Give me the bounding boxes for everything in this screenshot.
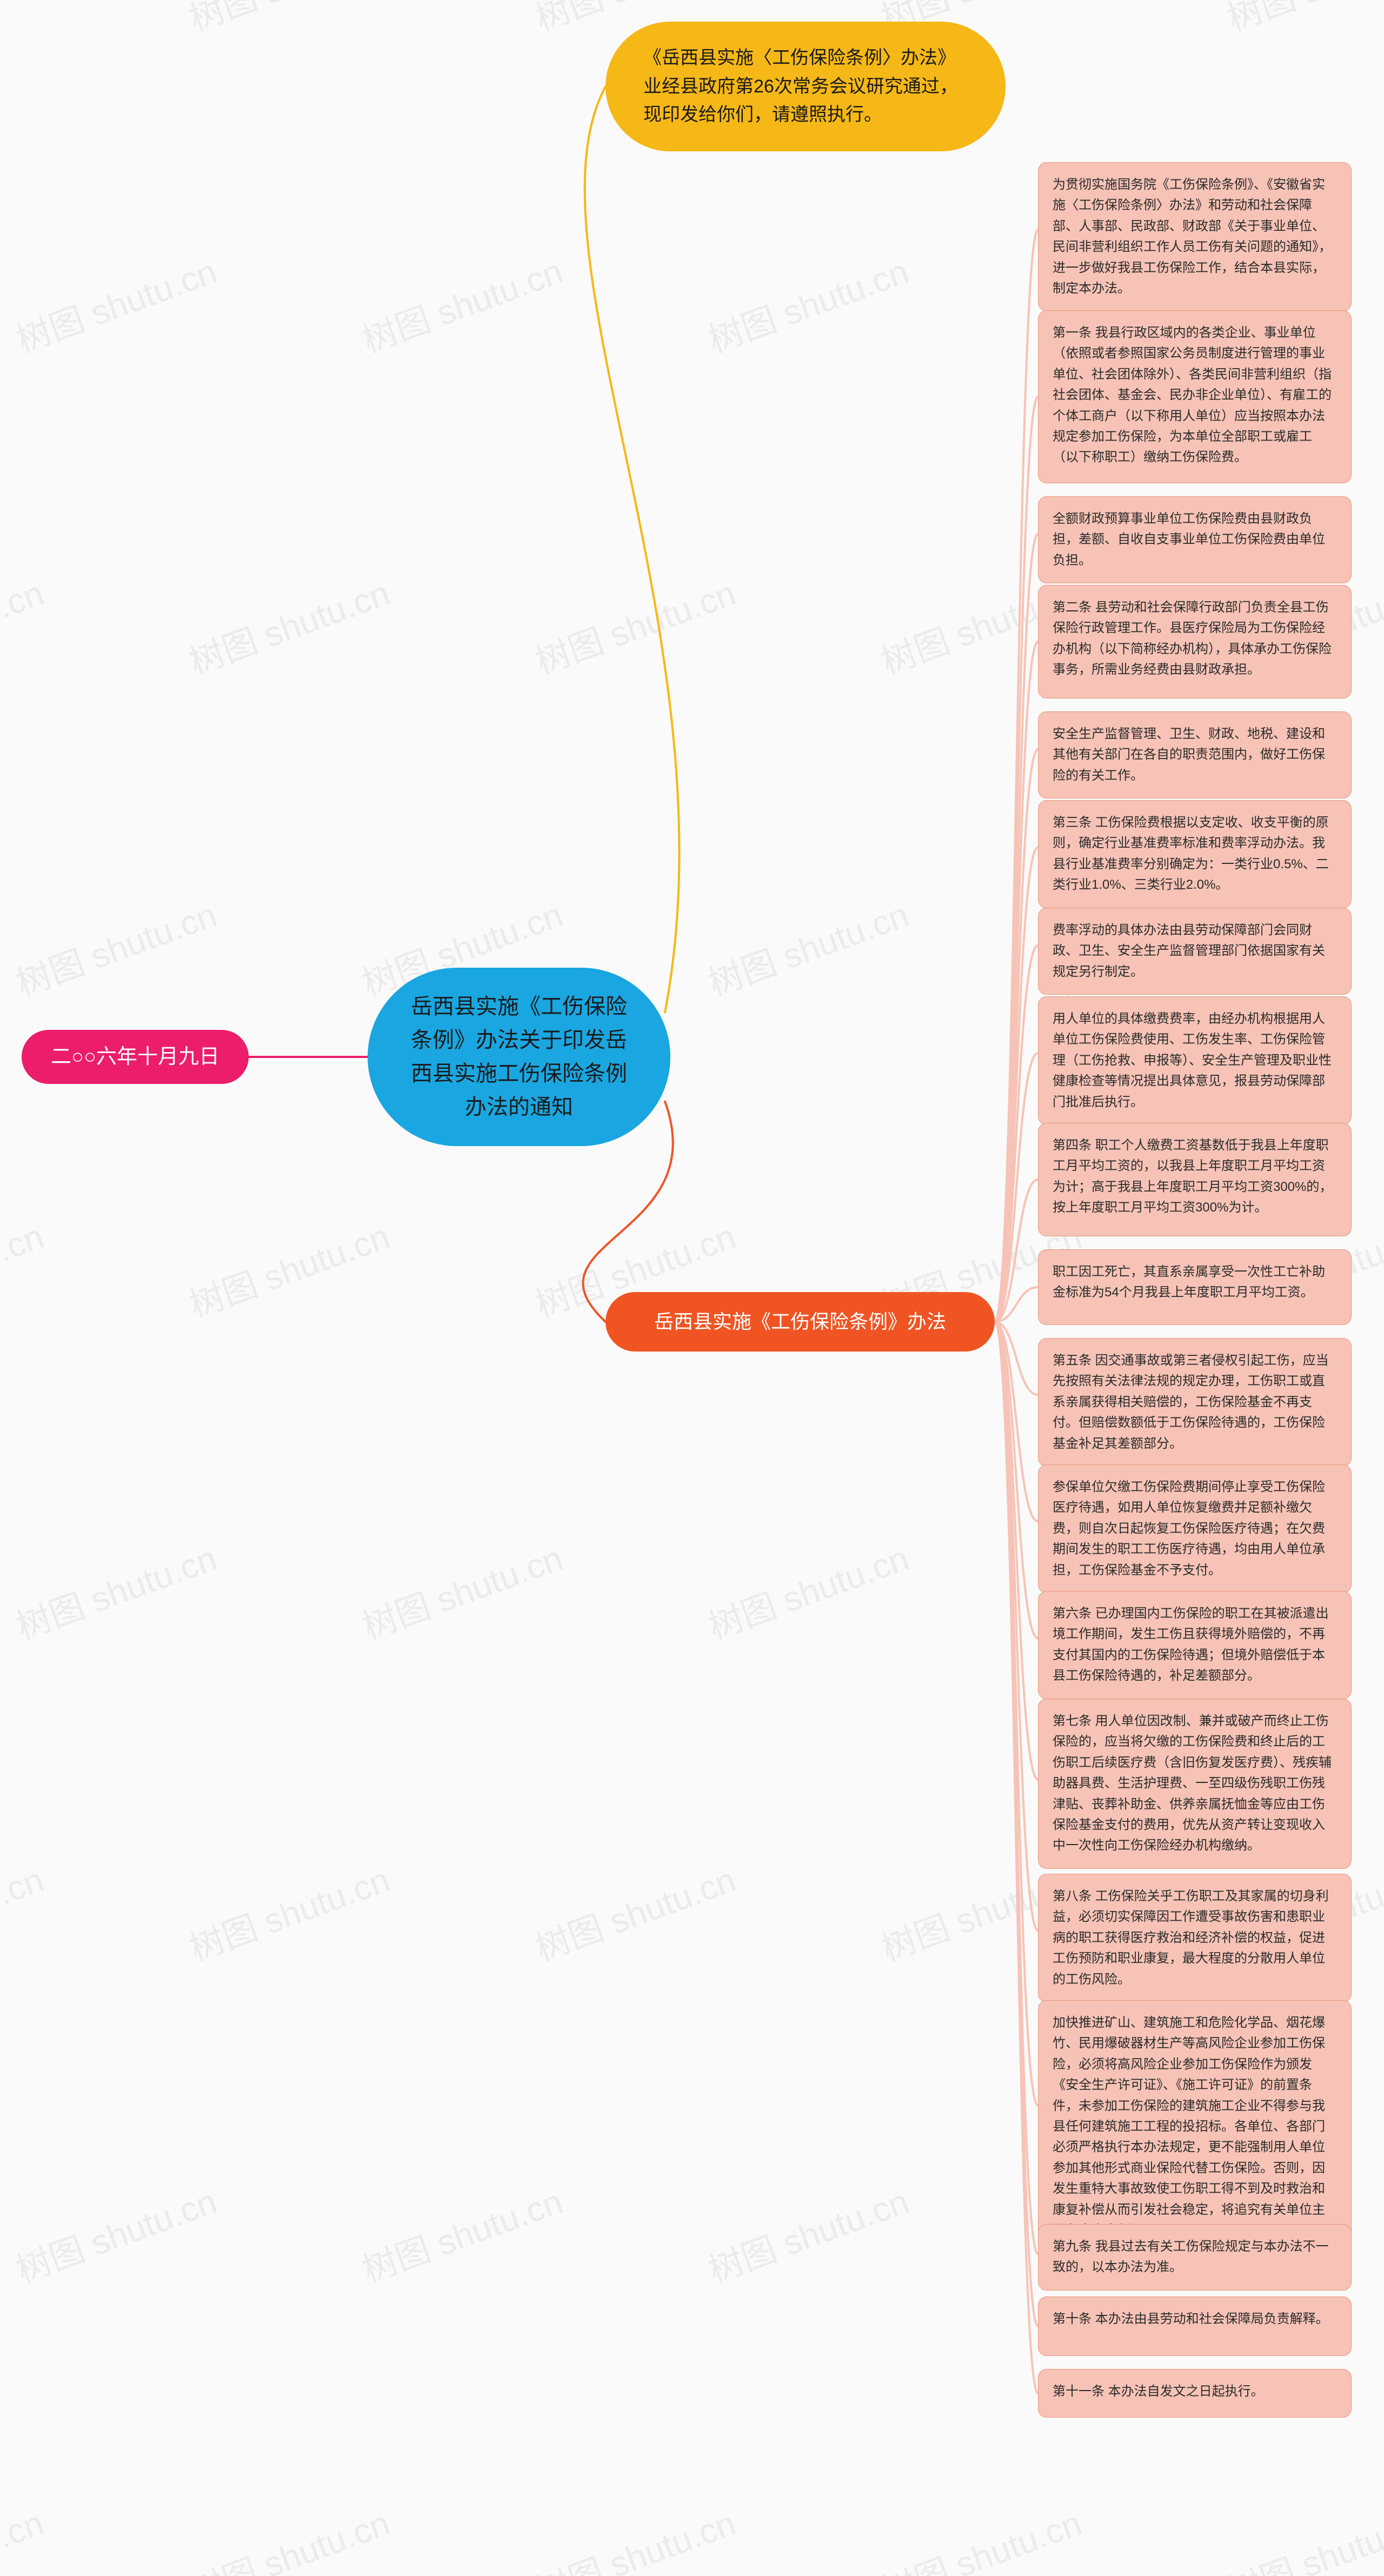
date-node: 二○○六年十月九日: [22, 1030, 249, 1084]
detail-item: 第七条 用人单位因改制、兼并或破产而终止工伤保险的，应当将欠缴的工伤保险费和终止…: [1038, 1699, 1352, 1869]
method-title-text: 岳西县实施《工伤保险条例》办法: [654, 1307, 946, 1337]
detail-item: 第四条 职工个人缴费工资基数低于我县上年度职工月平均工资的，以我县上年度职工月平…: [1038, 1123, 1352, 1236]
method-title-node: 岳西县实施《工伤保险条例》办法: [606, 1292, 995, 1352]
detail-item: 职工因工死亡，其直系亲属享受一次性工亡补助金标准为54个月我县上年度职工月平均工…: [1038, 1249, 1352, 1325]
detail-item: 第六条 已办理国内工伤保险的职工在其被派遣出境工作期间，发生工伤且获得境外赔偿的…: [1038, 1591, 1352, 1699]
detail-item: 第一条 我县行政区域内的各类企业、事业单位（依照或者参照国家公务员制度进行管理的…: [1038, 310, 1352, 483]
top-notice-text: 《岳西县实施〈工伤保险条例〉办法》业经县政府第26次常务会议研究通过，现印发给你…: [643, 44, 968, 129]
detail-item: 加快推进矿山、建筑施工和危险化学品、烟花爆竹、民用爆破器材生产等高风险企业参加工…: [1038, 2000, 1352, 2253]
detail-item: 用人单位的具体缴费费率，由经办机构根据用人单位工伤保险费使用、工伤发生率、工伤保…: [1038, 996, 1352, 1125]
detail-item: 为贯彻实施国务院《工伤保险条例》、《安徽省实施〈工伤保险条例〉办法》和劳动和社会…: [1038, 162, 1352, 311]
detail-item: 第十条 本办法由县劳动和社会保障局负责解释。: [1038, 2297, 1352, 2356]
date-text: 二○○六年十月九日: [51, 1041, 219, 1073]
detail-item: 第九条 我县过去有关工伤保险规定与本办法不一致的，以本办法为准。: [1038, 2224, 1352, 2291]
detail-item: 第十一条 本办法自发文之日起执行。: [1038, 2369, 1352, 2418]
detail-item: 第二条 县劳动和社会保障行政部门负责全县工伤保险行政管理工作。县医疗保险局为工伤…: [1038, 585, 1352, 698]
detail-item: 费率浮动的具体办法由县劳动保障部门会同财政、卫生、安全生产监督管理部门依据国家有…: [1038, 908, 1352, 995]
detail-item: 第三条 工伤保险费根据以支定收、收支平衡的原则，确定行业基准费率标准和费率浮动办…: [1038, 800, 1352, 908]
detail-item: 第八条 工伤保险关乎工伤职工及其家属的切身利益，必须切实保障因工作遭受事故伤害和…: [1038, 1874, 1352, 2002]
detail-item: 全额财政预算事业单位工伤保险费由县财政负担，差额、自收自支事业单位工伤保险费由单…: [1038, 496, 1352, 583]
detail-item: 第五条 因交通事故或第三者侵权引起工伤，应当先按照有关法律法规的规定办理，工伤职…: [1038, 1338, 1352, 1467]
top-notice-node: 《岳西县实施〈工伤保险条例〉办法》业经县政府第26次常务会议研究通过，现印发给你…: [606, 22, 1006, 151]
center-title-text: 岳西县实施《工伤保险条例》办法关于印发岳西县实施工伤保险条例办法的通知: [405, 990, 633, 1124]
center-title-node: 岳西县实施《工伤保险条例》办法关于印发岳西县实施工伤保险条例办法的通知: [368, 968, 670, 1146]
detail-item: 参保单位欠缴工伤保险费期间停止享受工伤保险医疗待遇，如用人单位恢复缴费并足额补缴…: [1038, 1465, 1352, 1593]
detail-item: 安全生产监督管理、卫生、财政、地税、建设和其他有关部门在各自的职责范围内，做好工…: [1038, 711, 1352, 798]
